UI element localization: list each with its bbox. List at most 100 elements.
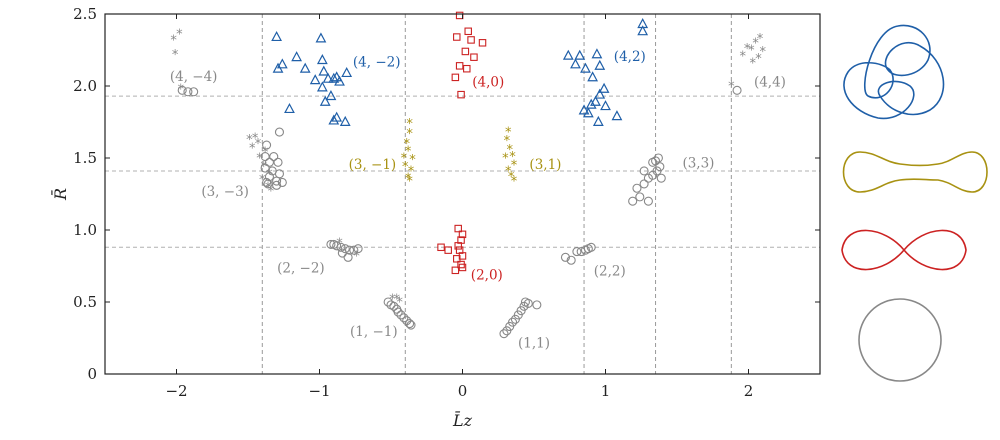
star-point: * [405, 144, 412, 159]
triangle-point [591, 48, 603, 59]
triangle-point [331, 71, 343, 82]
circle-point [635, 192, 645, 202]
annotation-label: (4, −4) [170, 69, 218, 85]
star-point: * [506, 143, 513, 158]
star-point: * [259, 173, 266, 188]
triangle-point [319, 95, 331, 106]
star-point: * [389, 293, 396, 308]
circle-point [349, 245, 359, 255]
triangle-point [594, 88, 606, 99]
triangle-point [339, 115, 351, 127]
star-point: * [760, 45, 767, 60]
star-point: * [755, 52, 762, 67]
y-axis-label: R̄ [49, 188, 70, 201]
dumbbell-curve-thumbnail [842, 151, 988, 193]
circle-point [273, 157, 283, 167]
square-point [451, 266, 460, 275]
circle-point [523, 298, 533, 308]
star-point: * [406, 175, 413, 190]
circle-point [650, 156, 661, 166]
circle-point [507, 317, 518, 327]
circle-point [269, 152, 279, 162]
circle-point [572, 247, 582, 257]
circle-point [277, 177, 287, 188]
circle-point [396, 310, 406, 320]
circle-point [189, 87, 199, 97]
triangle-point [594, 59, 606, 70]
star-point: * [176, 28, 183, 43]
square-point [464, 27, 472, 36]
circle-point [329, 239, 339, 249]
figure-eight-curve-thumbnail [841, 229, 967, 271]
square-point [458, 263, 467, 272]
star-point: * [505, 126, 512, 141]
circle-point [183, 87, 193, 97]
circle-point [639, 166, 649, 176]
star-point: * [502, 152, 509, 167]
annotation-label: (4,2) [614, 49, 646, 65]
circle-point [264, 172, 275, 182]
star-point: * [409, 153, 416, 168]
star-point: * [170, 33, 177, 48]
star-point: * [408, 164, 415, 179]
triangle-point [328, 72, 340, 83]
x-tick-label: 0 [458, 382, 468, 400]
star-point: * [504, 134, 511, 149]
square-point [453, 33, 461, 41]
square-point [461, 47, 470, 56]
circle-point [272, 180, 282, 190]
triangle-point [611, 110, 623, 121]
star-point: * [509, 150, 516, 165]
circle-point [262, 140, 272, 150]
star-point: * [505, 164, 512, 179]
triangle-point [291, 51, 303, 62]
data-points: ****** ** **** ** *** *** ** ************ ** ****… [170, 11, 767, 339]
triangle-point [582, 107, 594, 118]
circle-point [560, 252, 571, 262]
star-point: * [178, 82, 185, 97]
circle-point [177, 85, 187, 95]
circle-point [389, 301, 399, 311]
star-point: * [396, 296, 403, 311]
triangle-point [562, 49, 574, 60]
star-point: * [405, 172, 412, 187]
circle-point [499, 329, 509, 339]
square-point [455, 62, 464, 70]
circle-point [353, 244, 363, 254]
circle-point [263, 179, 273, 189]
annotation-label: (3, −3) [201, 184, 249, 200]
circle-point [656, 173, 666, 183]
triangle-point [570, 58, 581, 69]
circle-curve-thumbnail [858, 298, 942, 382]
square-point [454, 224, 462, 233]
circle-point [628, 196, 638, 206]
annotation-label: (4, −2) [353, 55, 401, 71]
triangle-point [276, 58, 288, 69]
triangle-point [325, 90, 337, 101]
star-point: * [336, 236, 343, 251]
star-point: * [511, 159, 518, 174]
x-tick-label: −2 [165, 382, 187, 400]
triangle-point [580, 62, 591, 73]
circle-point [532, 300, 542, 310]
triangle-point [316, 81, 328, 92]
annotation-label: (3,1) [529, 157, 561, 173]
square-point [451, 73, 460, 82]
triangle-point [316, 54, 328, 65]
triangle-point [585, 98, 597, 109]
circle-point [653, 153, 663, 163]
star-point: * [508, 170, 515, 185]
triangle-point [331, 111, 343, 122]
annotation-label: (2,0) [471, 268, 503, 284]
square-point [463, 64, 471, 73]
square-point [478, 39, 487, 47]
y-tick-label: 1.5 [73, 149, 97, 167]
annotation-label: (4,0) [472, 75, 504, 91]
annotation-label: (2,2) [594, 263, 626, 279]
triangle-point [592, 115, 604, 127]
triangle-point [299, 62, 311, 73]
circle-point [643, 196, 653, 206]
triangle-point [284, 102, 295, 114]
circle-point [262, 177, 272, 188]
circle-point [326, 239, 336, 249]
